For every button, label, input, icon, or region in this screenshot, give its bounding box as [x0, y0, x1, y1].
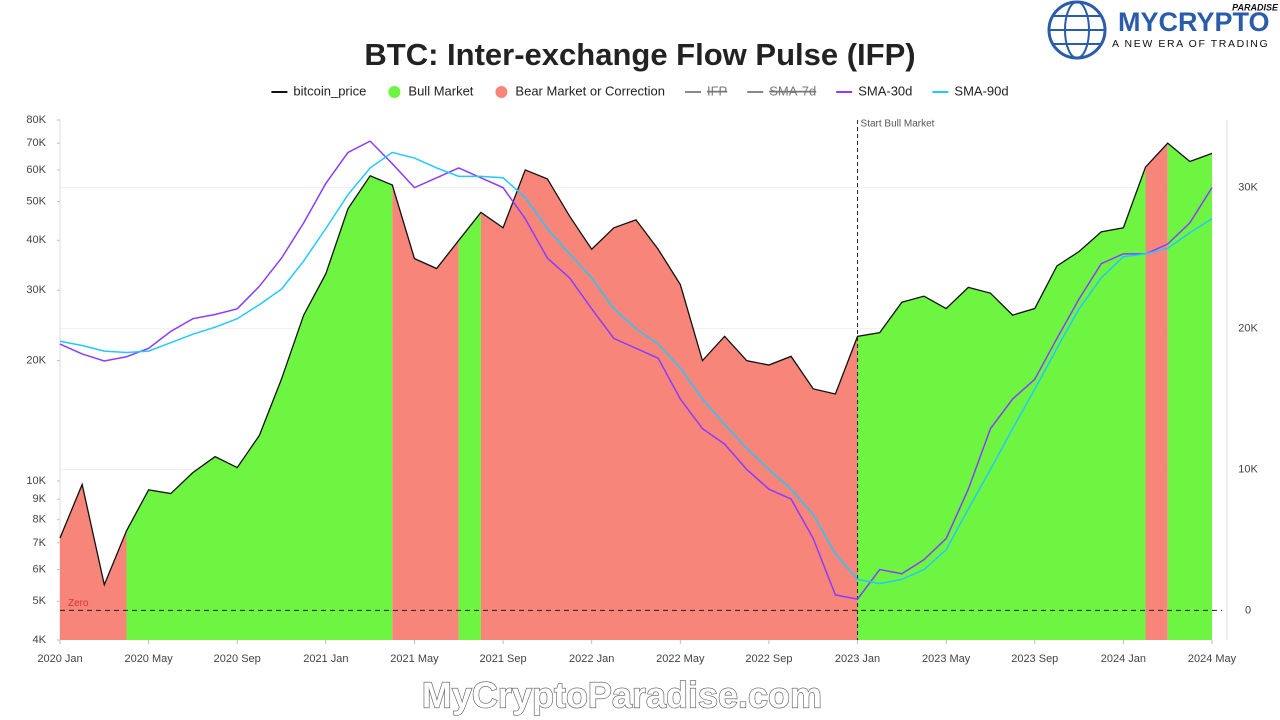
y-tick-label: 9K — [33, 493, 47, 505]
y2-tick-label: 20K — [1238, 322, 1258, 334]
y-tick-label: 60K — [26, 164, 46, 176]
x-tick-label: 2021 Sep — [480, 653, 527, 665]
x-tick-label: 2024 Jan — [1101, 653, 1146, 665]
logo: MYCRYPTO PARADISE A NEW ERA OF TRADING — [1047, 0, 1279, 60]
legend-label: SMA-30d — [858, 83, 912, 98]
annotation: Start Bull Market — [861, 119, 935, 130]
y-tick-label: 40K — [26, 234, 46, 246]
x-tick-label: 2023 Sep — [1011, 653, 1058, 665]
y-tick-label: 4K — [33, 634, 47, 646]
y-tick-label: 80K — [26, 114, 46, 126]
region — [392, 185, 459, 640]
y-tick-label: 20K — [26, 355, 46, 367]
region — [60, 484, 127, 640]
region — [458, 212, 481, 640]
x-tick-label: 2020 May — [124, 653, 173, 665]
x-tick-label: 2022 Sep — [745, 653, 792, 665]
y-tick-label: 70K — [26, 137, 46, 149]
legend-label: SMA-7d — [769, 83, 816, 98]
series-line — [59, 142, 1213, 587]
region — [1145, 143, 1168, 640]
x-tick-label: 2022 May — [656, 653, 705, 665]
x-tick-label: 2020 Sep — [214, 653, 261, 665]
x-tick-label: 2024 May — [1188, 653, 1237, 665]
y2-tick-label: 10K — [1238, 463, 1258, 475]
series-line — [59, 140, 1213, 600]
x-tick-label: 2021 May — [390, 653, 439, 665]
logo-tag: PARADISE — [1232, 2, 1279, 12]
legend-label: SMA-90d — [954, 83, 1008, 98]
y-tick-label: 50K — [26, 195, 46, 207]
legend-swatch — [495, 86, 508, 98]
legend-label: bitcoin_price — [293, 83, 366, 98]
y-tick-label: 5K — [33, 595, 47, 607]
chart-title: BTC: Inter-exchange Flow Pulse (IFP) — [364, 37, 915, 72]
x-tick-label: 2021 Jan — [303, 653, 348, 665]
x-tick-label: 2023 May — [922, 653, 971, 665]
logo-name: MYCRYPTO — [1118, 7, 1270, 37]
legend-label: Bear Market or Correction — [515, 83, 665, 98]
y-tick-label: 6K — [33, 564, 47, 576]
watermark: MyCryptoParadise.com — [422, 675, 822, 716]
y-tick-label: 30K — [26, 284, 46, 296]
plot-area: 4K 5K 6K 7K 8K 9K 10K 20K 30K 40K 50K 60K 70K 80K 0 10K… — [26, 114, 1258, 665]
series-line — [59, 151, 1213, 585]
legend: bitcoin_price Bull Market Bear Market or C… — [271, 83, 1009, 98]
logo-slogan: A NEW ERA OF TRADING — [1112, 38, 1269, 50]
y2-tick-label: 30K — [1238, 182, 1258, 194]
x-tick-label: 2023 Jan — [835, 653, 880, 665]
legend-label: Bull Market — [408, 83, 473, 98]
x-tick-label: 2020 Jan — [37, 653, 82, 665]
zero-label: Zero — [68, 598, 89, 609]
y-tick-label: 7K — [33, 537, 47, 549]
legend-swatch — [388, 86, 401, 98]
region — [480, 169, 858, 640]
region — [857, 167, 1146, 640]
region — [126, 175, 393, 640]
y2-tick-label: 0 — [1245, 604, 1251, 616]
y-tick-label: 10K — [26, 475, 46, 487]
x-tick-label: 2022 Jan — [569, 653, 614, 665]
y-tick-label: 8K — [33, 514, 47, 526]
region — [1167, 143, 1212, 640]
legend-label: IFP — [707, 83, 727, 98]
